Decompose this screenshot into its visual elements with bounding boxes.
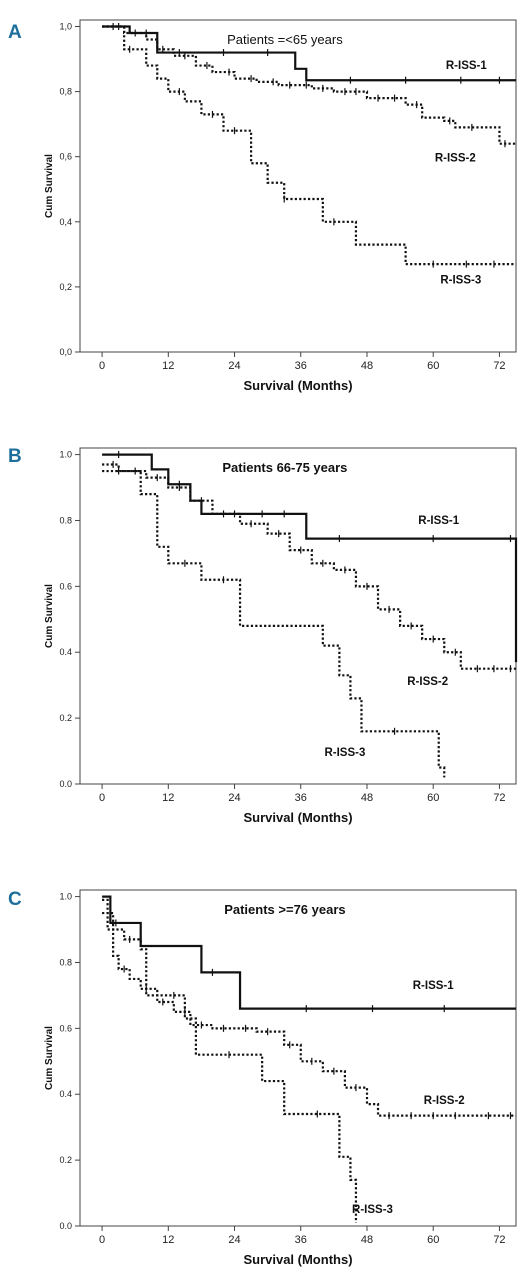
- series-label-r-iss-1: R-ISS-1: [413, 980, 455, 992]
- panel-letter-c: C: [8, 889, 22, 910]
- y-tick-label: 0.4: [59, 1089, 72, 1099]
- curve-r-iss-1: [102, 453, 518, 663]
- series-label-r-iss-1: R-ISS-1: [446, 60, 488, 72]
- y-tick-label: 0,0: [59, 347, 72, 357]
- y-tick-label: 0.8: [59, 515, 72, 525]
- curve-r-iss-2: [102, 25, 516, 145]
- series-label-r-iss-3: R-ISS-3: [324, 747, 365, 759]
- curve-r-iss-1: [102, 25, 516, 82]
- x-tick-label: 60: [427, 1234, 439, 1246]
- x-axis-title: Survival (Months): [243, 810, 352, 825]
- plot-frame: [79, 19, 517, 353]
- plot-frame: [79, 447, 517, 785]
- x-tick-label: 72: [493, 1234, 505, 1246]
- y-tick-label: 0,2: [59, 282, 72, 292]
- x-tick-label: 0: [99, 1234, 105, 1246]
- x-tick-label: 24: [228, 360, 240, 372]
- series-label-r-iss-3: R-ISS-3: [440, 275, 481, 287]
- series-label-r-iss-3: R-ISS-3: [352, 1204, 393, 1216]
- y-tick-label: 0.4: [59, 647, 72, 657]
- x-tick-label: 0: [99, 792, 105, 804]
- panel-a: A 0,0 0,2 0,4 0,6 0,8 1,0 0 12 24 36 48 60 72 Survival…: [8, 19, 517, 393]
- y-tick-label: 1.0: [59, 892, 72, 902]
- y-tick-label: 0.0: [59, 779, 72, 789]
- x-tick-label: 48: [361, 1234, 373, 1246]
- x-tick-label: 0: [99, 360, 105, 372]
- x-tick-label: 36: [295, 360, 307, 372]
- x-tick-label: 48: [361, 360, 373, 372]
- series-label-r-iss-1: R-ISS-1: [418, 515, 460, 527]
- x-tick-label: 72: [493, 792, 505, 804]
- chart-title: Patients =<65 years: [227, 32, 343, 47]
- y-tick-label: 0,8: [59, 87, 72, 97]
- y-axis-title: Cum Survival: [44, 584, 55, 648]
- x-tick-label: 36: [295, 792, 307, 804]
- y-tick-label: 0.6: [59, 1023, 72, 1033]
- x-tick-label: 12: [162, 360, 174, 372]
- y-tick-label: 0,6: [59, 152, 72, 162]
- y-tick-label: 0.8: [59, 957, 72, 967]
- panel-b: B 0.0 0.2 0.4 0.6 0.8 1.0 0 12 24 36 48 60 72 Survival…: [8, 446, 518, 825]
- chart-title: Patients 66-75 years: [222, 460, 347, 475]
- series-label-r-iss-2: R-ISS-2: [407, 676, 448, 688]
- y-tick-label: 0.2: [59, 713, 72, 723]
- y-tick-label: 0.0: [59, 1221, 72, 1231]
- panel-c: C 0.0 0.2 0.4 0.6 0.8 1.0 0 12 24 36 48 60 72 Survival…: [8, 889, 517, 1267]
- y-tick-label: 1.0: [59, 450, 72, 460]
- curve-r-iss-2: [102, 463, 516, 670]
- y-tick-label: 0,4: [59, 217, 72, 227]
- series-label-r-iss-2: R-ISS-2: [435, 153, 476, 165]
- series-label-r-iss-2: R-ISS-2: [424, 1095, 465, 1107]
- y-tick-label: 0.2: [59, 1155, 72, 1165]
- y-axis-title: Cum Survival: [44, 154, 55, 218]
- plot-frame: [79, 889, 517, 1227]
- x-tick-label: 12: [162, 1234, 174, 1246]
- x-tick-label: 72: [493, 360, 505, 372]
- panel-letter-a: A: [8, 22, 22, 43]
- x-tick-label: 48: [361, 792, 373, 804]
- x-axis-title: Survival (Months): [243, 1252, 352, 1267]
- x-tick-label: 24: [228, 792, 240, 804]
- curve-r-iss-1: [102, 895, 516, 1010]
- curve-r-iss-3: [102, 25, 516, 266]
- panel-letter-b: B: [8, 446, 22, 467]
- x-axis-title: Survival (Months): [243, 378, 352, 393]
- curve-r-iss-3: [102, 911, 358, 1223]
- x-tick-label: 60: [427, 360, 439, 372]
- chart-title: Patients >=76 years: [224, 902, 345, 917]
- x-tick-label: 12: [162, 792, 174, 804]
- curve-r-iss-3: [102, 469, 446, 778]
- y-tick-label: 0.6: [59, 581, 72, 591]
- y-tick-label: 1,0: [59, 22, 72, 32]
- x-tick-label: 60: [427, 792, 439, 804]
- x-tick-label: 24: [228, 1234, 240, 1246]
- x-tick-label: 36: [295, 1234, 307, 1246]
- y-axis-title: Cum Survival: [44, 1026, 55, 1090]
